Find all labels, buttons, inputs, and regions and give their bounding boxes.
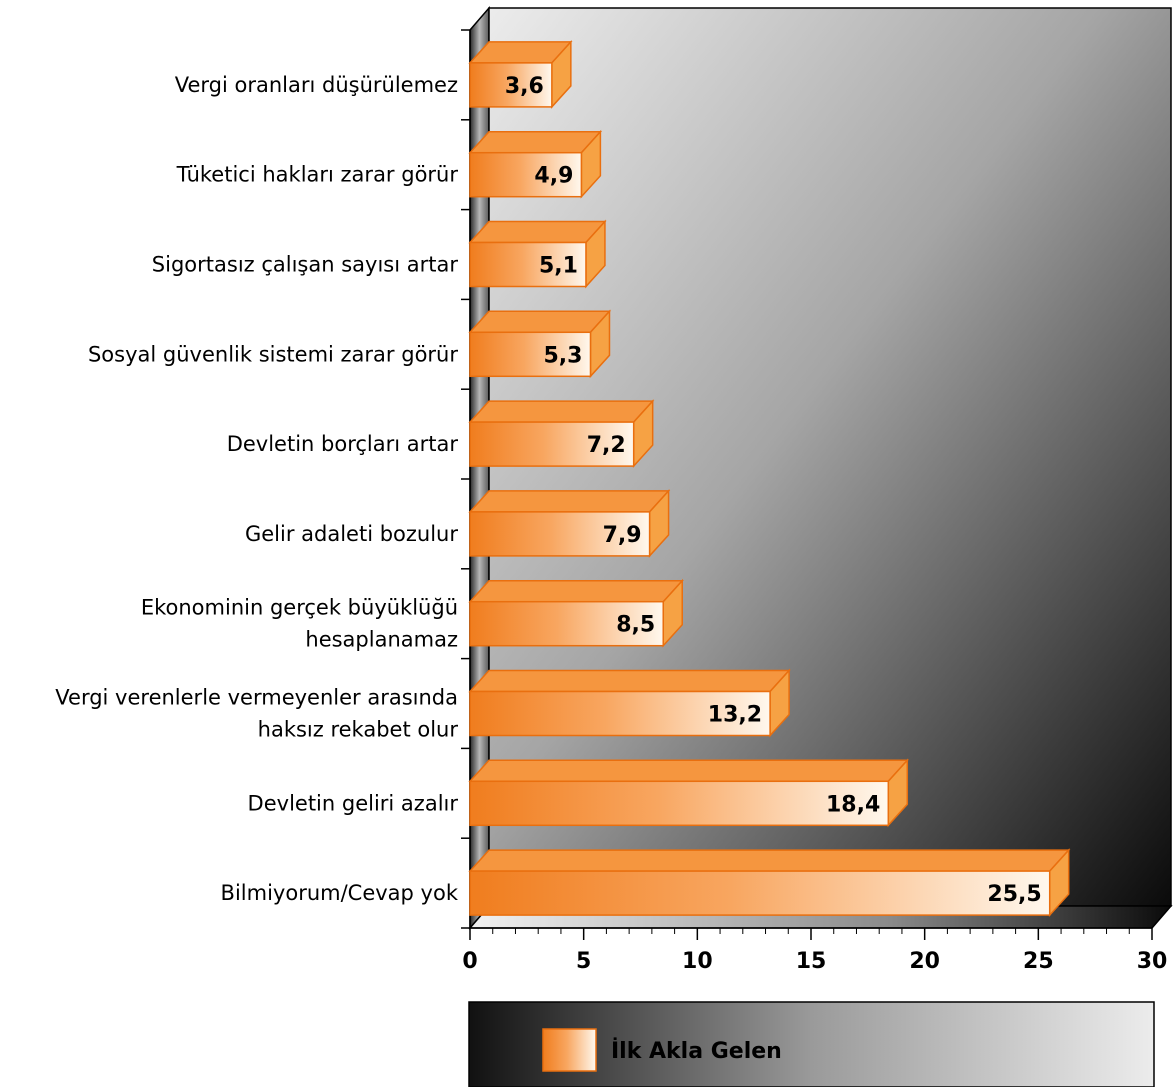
legend-label: İlk Akla Gelen (611, 1038, 782, 1064)
bar-front (469, 511, 651, 557)
bar: 7,2 (468, 399, 655, 469)
x-tick-label: 5 (576, 949, 591, 974)
value-label: 5,3 (544, 343, 583, 368)
bar-front (469, 421, 635, 467)
bar: 8,5 (468, 578, 684, 648)
category-label: Vergi oranları düşürülemez (175, 73, 458, 97)
category-label: Devletin geliri azalır (248, 791, 459, 815)
bar-top (468, 849, 1071, 872)
bar: 3,6 (468, 39, 573, 109)
bar-front (469, 870, 1051, 916)
bar-front (469, 690, 771, 737)
category-label: Vergi verenlerle vermeyenler arasında hak… (55, 686, 458, 742)
bar-top (468, 400, 655, 423)
x-tick-label: 0 (462, 949, 477, 974)
bar-top (468, 220, 607, 244)
x-tick-label: 10 (682, 949, 713, 974)
bar: 7,9 (468, 488, 671, 558)
bar-top (468, 490, 671, 513)
bar-top (468, 310, 612, 334)
bar: 5,1 (468, 219, 607, 289)
category-label: Ekonominin gerçek büyüklüğü hesaplanamaz (141, 596, 458, 652)
y-axis (461, 29, 471, 929)
bar-top (468, 759, 909, 783)
category-label: Devletin borçları artar (227, 432, 459, 456)
bar-front (469, 62, 553, 108)
value-label: 13,2 (708, 703, 762, 728)
bar-top (468, 669, 791, 693)
bar: 4,9 (468, 129, 603, 199)
bar-front (469, 331, 592, 378)
value-label: 5,1 (539, 254, 578, 279)
value-label: 7,9 (603, 523, 642, 548)
bar-front (469, 241, 587, 288)
value-label: 8,5 (616, 613, 655, 638)
value-label: 7,2 (587, 433, 626, 458)
value-label: 25,5 (987, 882, 1041, 907)
legend-swatch (542, 1028, 597, 1072)
x-tick-label: 30 (1137, 949, 1168, 974)
category-label: Tüketici hakları zarar görür (176, 163, 459, 187)
x-tick-label: 15 (796, 949, 827, 974)
bar: 25,5 (468, 848, 1071, 918)
bar-top (468, 130, 603, 154)
x-tick-label: 25 (1023, 949, 1054, 974)
bar-front (469, 600, 664, 647)
bar-front (469, 780, 890, 827)
bar-top (468, 579, 684, 603)
category-label: Bilmiyorum/Cevap yok (221, 881, 459, 905)
legend: İlk Akla Gelen (468, 1001, 1155, 1087)
x-tick-label: 20 (909, 949, 940, 974)
bar: 18,4 (468, 758, 909, 828)
bar: 5,3 (468, 309, 612, 379)
bars: 3,6 4,9 5,1 5,3 7,2 7,9 8,5 13,2 18,4 25,5 (468, 39, 1071, 918)
x-axis: 0 5 10 15 20 25 30 (462, 927, 1168, 974)
bar: 13,2 (468, 668, 791, 738)
category-label: Sosyal güvenlik sistemi zarar görür (88, 342, 458, 366)
category-labels: Vergi oranları düşürülemez Tüketici hakla… (55, 73, 459, 905)
category-label: Sigortasız çalışan sayısı artar (152, 253, 459, 277)
value-label: 18,4 (826, 792, 880, 817)
category-label: Gelir adaleti bozulur (245, 522, 458, 546)
value-label: 4,9 (534, 164, 573, 189)
bar-front (469, 151, 583, 198)
value-label: 3,6 (505, 74, 544, 99)
